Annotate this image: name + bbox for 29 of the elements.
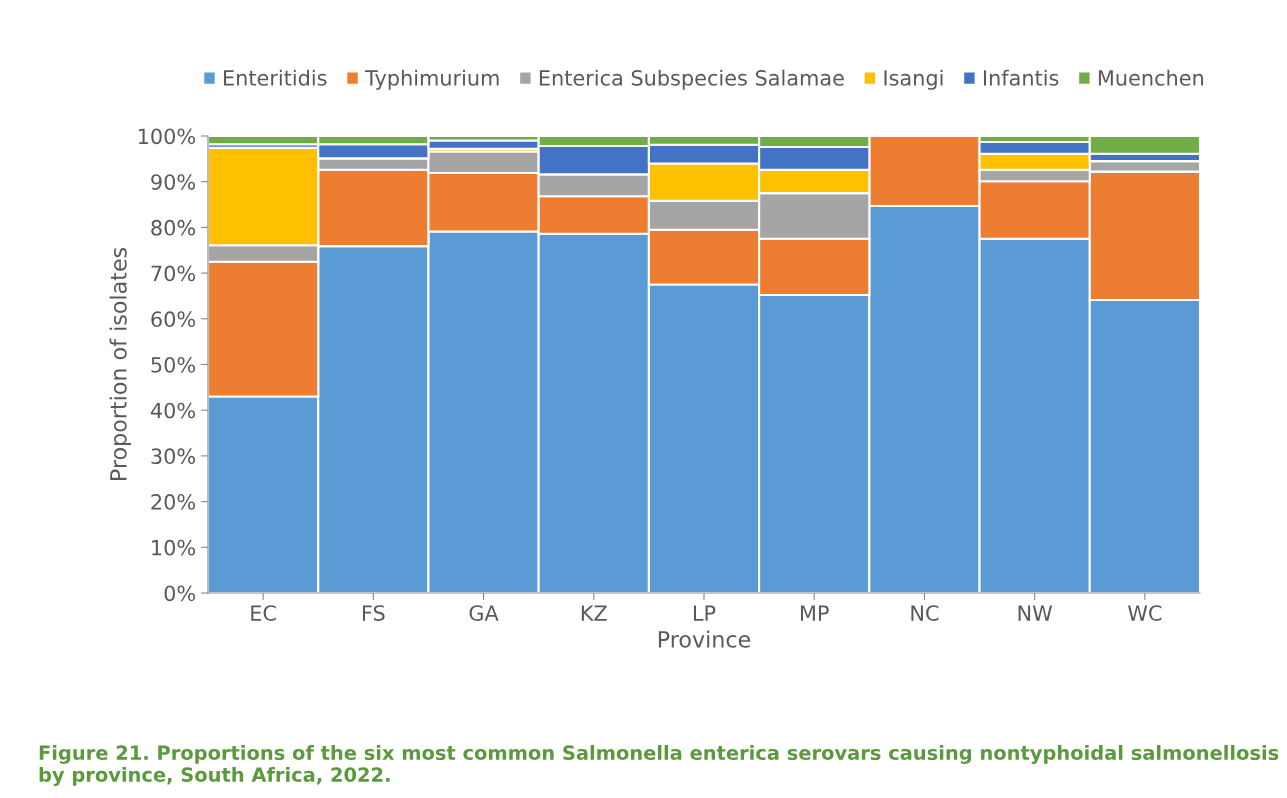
legend-label: Enterica Subspecies Salamae [539, 69, 844, 90]
y-tick-label: 0% [164, 585, 196, 602]
y-tick-label: 100% [138, 128, 196, 145]
x-tick-label: MP [801, 605, 829, 621]
y-axis-title: Proportion of isolates [109, 247, 132, 480]
x-tick-label: NW [1018, 605, 1053, 621]
x-tick-label: LP [693, 605, 716, 621]
legend-label: Enteritidis [224, 69, 327, 86]
legend-label: Isangi [884, 69, 943, 90]
y-tick-label: 30% [151, 448, 196, 465]
y-tick-label: 70% [151, 265, 196, 282]
x-tick-label: FS [362, 605, 385, 621]
legend-label: Typhimurium [364, 69, 499, 90]
y-tick-label: 10% [152, 539, 196, 556]
y-tick-label: 90% [151, 174, 196, 190]
y-tick-label: 20% [151, 494, 196, 510]
legend-label: Muenchen [1098, 69, 1203, 86]
y-tick-label: 60% [151, 311, 196, 328]
x-tick-label: EC [251, 605, 276, 621]
x-tick-label: KZ [581, 605, 607, 621]
y-tick-label: 40% [150, 402, 196, 419]
x-axis-title: Province [658, 630, 751, 648]
text: Figure 21. Proportions of the six most common Salmonella enterica serovars causing nontyphoidal salmonellosis by province, South Africa, 2022. [39, 745, 1279, 786]
x-tick-label: GA [469, 605, 499, 621]
x-tick-label: NC [911, 605, 939, 621]
legend-label: Infantis [983, 69, 1059, 86]
y-tick-label: 80% [151, 219, 196, 236]
x-tick-label: WC [1128, 605, 1162, 621]
y-tick-label: 50% [151, 356, 196, 373]
